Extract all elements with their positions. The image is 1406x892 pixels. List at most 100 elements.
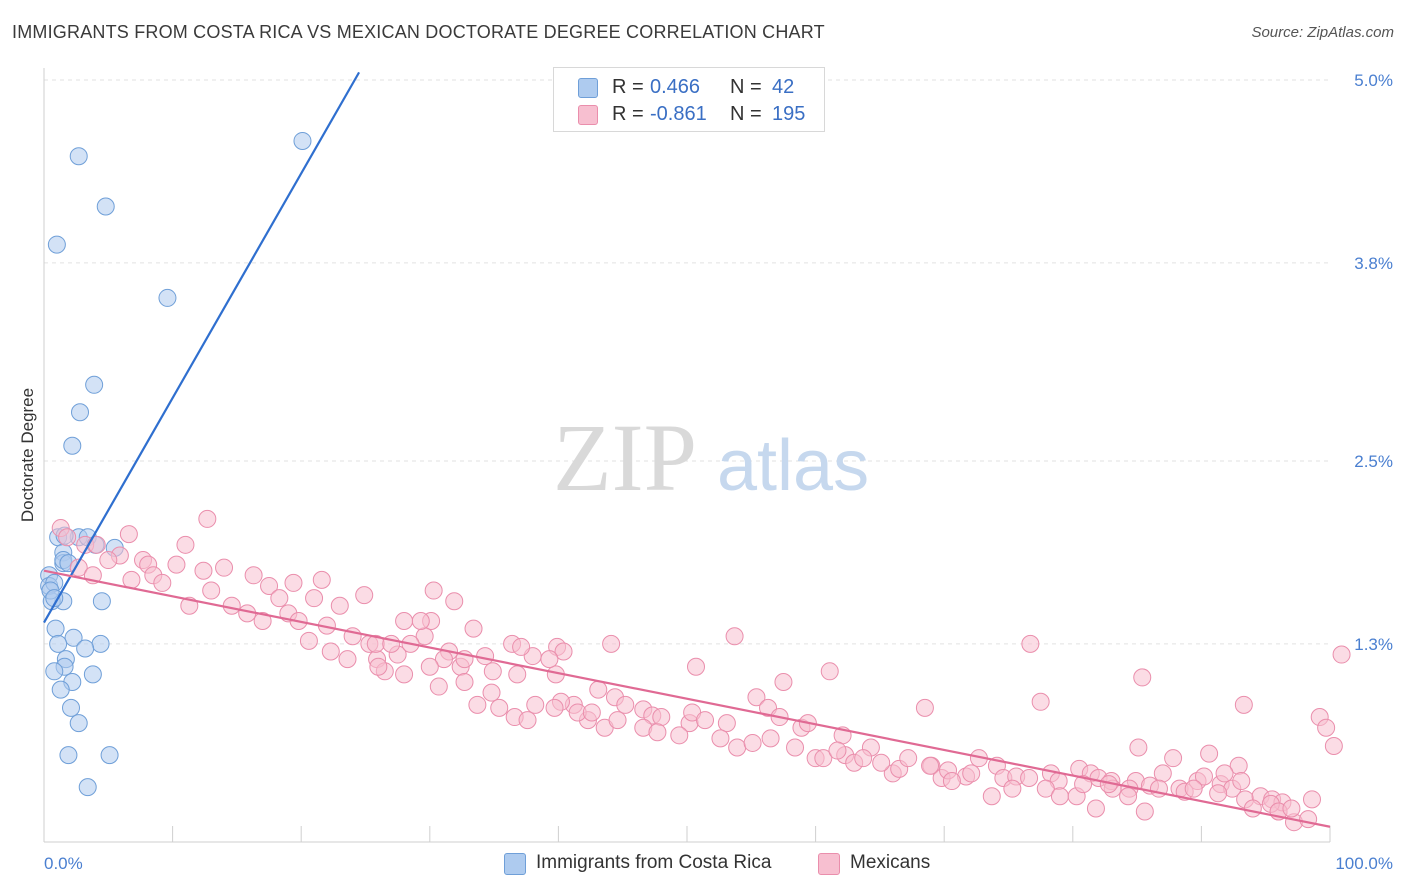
- point-costa-rica: [83, 665, 102, 684]
- point-mexicans: [1164, 749, 1183, 768]
- point-mexicans: [962, 764, 981, 783]
- point-mexicans: [99, 551, 118, 570]
- point-costa-rica: [91, 634, 110, 653]
- point-mexicans: [464, 619, 483, 638]
- point-mexicans: [355, 586, 374, 605]
- point-mexicans: [589, 680, 608, 699]
- legend-swatch-blue: [504, 853, 526, 875]
- point-mexicans: [518, 711, 537, 730]
- point-mexicans: [1200, 744, 1219, 763]
- point-mexicans: [854, 749, 873, 768]
- point-mexicans: [1317, 718, 1336, 737]
- point-costa-rica: [59, 746, 78, 765]
- point-mexicans: [915, 698, 934, 717]
- point-costa-rica: [78, 778, 97, 797]
- point-mexicans: [1332, 645, 1351, 664]
- point-mexicans: [476, 647, 495, 666]
- point-mexicans: [176, 535, 195, 554]
- legend-swatch-pink: [578, 105, 598, 125]
- y-tick-label: 3.8%: [1354, 254, 1393, 273]
- point-costa-rica: [69, 714, 88, 733]
- point-mexicans: [899, 749, 918, 768]
- point-mexicans: [512, 637, 531, 656]
- x-tick-label: 0.0%: [44, 854, 83, 873]
- point-mexicans: [1234, 695, 1253, 714]
- axes: [43, 68, 1331, 843]
- watermark-atlas: atlas: [717, 426, 869, 506]
- legend-r-label: R =: [612, 76, 644, 98]
- point-mexicans: [982, 787, 1001, 806]
- point-mexicans: [743, 733, 762, 752]
- point-mexicans: [820, 662, 839, 681]
- point-mexicans: [119, 525, 138, 544]
- point-mexicans: [711, 729, 730, 748]
- point-mexicans: [725, 627, 744, 646]
- legend-n-value: 195: [772, 103, 806, 125]
- legend-label: Immigrants from Costa Rica: [536, 852, 772, 873]
- point-costa-rica: [293, 131, 312, 150]
- stats-legend: R = 0.466 N = 42 R = -0.861 N = 195: [553, 67, 825, 132]
- point-costa-rica: [63, 436, 82, 455]
- point-mexicans: [330, 596, 349, 615]
- point-mexicans: [616, 695, 635, 714]
- point-mexicans: [747, 688, 766, 707]
- chart-title: IMMIGRANTS FROM COSTA RICA VS MEXICAN DO…: [12, 22, 825, 42]
- trend-line-mexicans: [43, 569, 1331, 828]
- point-mexicans: [1086, 799, 1105, 818]
- point-mexicans: [921, 756, 940, 775]
- y-tick-label: 2.5%: [1354, 452, 1393, 471]
- legend-n-label: N =: [730, 76, 762, 98]
- point-mexicans: [670, 726, 689, 745]
- point-mexicans: [305, 589, 324, 608]
- point-mexicans: [429, 677, 448, 696]
- point-mexicans: [602, 634, 621, 653]
- legend-r-value: 0.466: [650, 76, 701, 98]
- point-mexicans: [153, 573, 172, 592]
- point-mexicans: [490, 698, 509, 717]
- point-mexicans: [942, 772, 961, 791]
- point-mexicans: [1232, 772, 1251, 791]
- point-costa-rica: [100, 746, 119, 765]
- point-mexicans: [1209, 784, 1228, 803]
- point-mexicans: [648, 723, 667, 742]
- watermark-zip: ZIP: [553, 404, 697, 511]
- point-mexicans: [395, 612, 414, 631]
- point-mexicans: [270, 589, 289, 608]
- point-mexicans: [774, 672, 793, 691]
- point-costa-rica: [45, 662, 64, 681]
- point-mexicans: [1194, 767, 1213, 786]
- point-mexicans: [338, 650, 357, 669]
- point-costa-rica: [69, 147, 88, 166]
- tick-labels: 1.3% 2.5% 3.8% 5.0% 0.0% 100.0%: [44, 71, 1393, 873]
- legend-r-label: R =: [612, 103, 644, 125]
- legend-swatch-blue: [578, 78, 598, 98]
- point-mexicans: [1021, 634, 1040, 653]
- point-costa-rica: [47, 235, 66, 254]
- point-mexicans: [395, 665, 414, 684]
- point-mexicans: [445, 592, 464, 611]
- point-mexicans: [828, 741, 847, 760]
- point-mexicans: [1135, 802, 1154, 821]
- legend-n-label: N =: [730, 103, 762, 125]
- legend-swatch-pink: [818, 853, 840, 875]
- point-mexicans: [608, 711, 627, 730]
- point-mexicans: [58, 528, 77, 547]
- point-mexicans: [215, 558, 234, 577]
- point-mexicans: [253, 612, 272, 631]
- point-mexicans: [198, 509, 217, 528]
- point-costa-rica: [158, 288, 177, 307]
- point-mexicans: [122, 570, 141, 589]
- point-mexicans: [872, 753, 891, 772]
- point-mexicans: [424, 581, 443, 600]
- data-points: [40, 131, 1351, 832]
- point-mexicans: [1324, 736, 1343, 755]
- point-mexicans: [69, 558, 88, 577]
- point-mexicans: [1184, 779, 1203, 798]
- point-mexicans: [582, 703, 601, 722]
- point-mexicans: [1282, 799, 1301, 818]
- legend-r-value: -0.861: [650, 103, 707, 125]
- point-mexicans: [545, 698, 564, 717]
- point-mexicans: [312, 570, 331, 589]
- x-tick-label: 100.0%: [1335, 854, 1393, 873]
